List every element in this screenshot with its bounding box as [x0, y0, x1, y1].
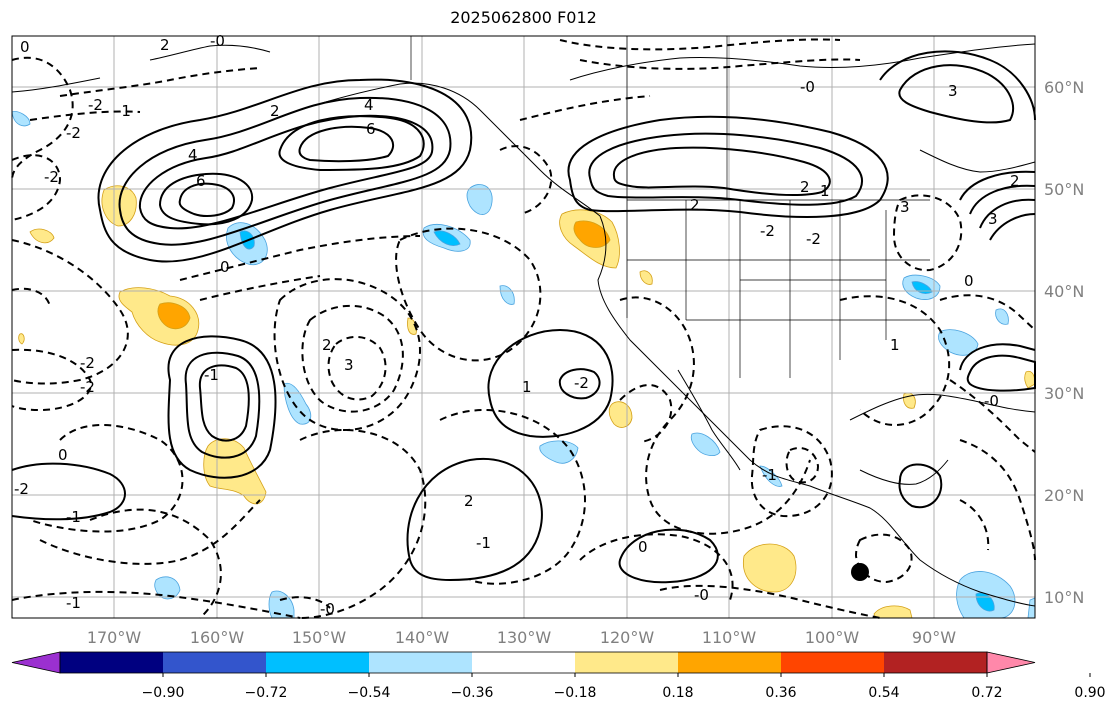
contour-label: 2 [800, 178, 810, 196]
contour-label: 3 [988, 210, 998, 228]
lat-label: 10°N [1044, 588, 1084, 607]
lat-label: 40°N [1044, 282, 1084, 301]
contour-label: 0 [638, 538, 648, 556]
contour-label: -0 [800, 78, 815, 96]
contour-label: 4 [364, 96, 374, 114]
contour-label: 3 [900, 198, 910, 216]
colorbar-tick-label: 0.90 [1074, 685, 1105, 701]
colorbar-tick-label: −0.90 [142, 685, 185, 701]
contour-label: -2 [806, 230, 821, 248]
colorbar: −0.90 −0.72 −0.54 −0.36 −0.18 0.18 0.36 0.54 0.7… [11, 651, 1105, 701]
contour-label: 2 [690, 196, 700, 214]
station-marker [851, 563, 869, 581]
longitude-labels: 170°W 160°W 150°W 140°W 130°W 120°W 110°… [87, 628, 956, 647]
lat-label: 20°N [1044, 486, 1084, 505]
contour-label: -1 [66, 594, 81, 612]
contour-label: 2 [322, 336, 332, 354]
lat-label: 30°N [1044, 384, 1084, 403]
positive-contours [11, 50, 1036, 584]
colorbar-tick-label: 0.18 [662, 685, 693, 701]
contour-label: -1 [116, 102, 131, 120]
lon-label: 160°W [190, 628, 245, 647]
lon-label: 120°W [600, 628, 655, 647]
contour-label: 0 [220, 258, 230, 276]
contour-label: -2 [760, 222, 775, 240]
lon-label: 140°W [395, 628, 450, 647]
colorbar-tick-label: −0.18 [554, 685, 597, 701]
colorbar-segment [575, 652, 679, 673]
colorbar-segment [781, 652, 885, 673]
contour-label: -2 [80, 354, 95, 372]
plot-title: 2025062800 F012 [450, 8, 597, 27]
contour-label: 1 [820, 182, 830, 200]
colorbar-segment [472, 652, 576, 673]
colorbar-segment [266, 652, 370, 673]
lon-label: 130°W [497, 628, 552, 647]
colorbar-tick-label: −0.72 [245, 685, 288, 701]
contour-label: 3 [948, 82, 958, 100]
contour-label: -2 [80, 378, 95, 396]
contour-label: 1 [522, 378, 532, 396]
contour-label: 6 [366, 120, 376, 138]
colorbar-max-extend [986, 651, 1036, 674]
contour-label: -1 [762, 466, 777, 484]
contour-label: 2 [1010, 172, 1020, 190]
colorbar-segment [678, 652, 782, 673]
lon-label: 110°W [702, 628, 757, 647]
contour-label: -2 [44, 168, 59, 186]
colorbar-tick-label: −0.54 [348, 685, 391, 701]
lon-label: 150°W [292, 628, 347, 647]
contour-label: -0 [984, 392, 999, 410]
colorbar-tick-label: 0.54 [868, 685, 899, 701]
contour-label: -1 [476, 534, 491, 552]
contour-label: 1 [890, 336, 900, 354]
graticule [12, 36, 1035, 618]
contour-label: 0 [20, 38, 30, 56]
contour-label: 2 [270, 102, 280, 120]
lat-label: 50°N [1044, 180, 1084, 199]
positive-anomaly-patches [18, 185, 1036, 619]
contour-label: 4 [188, 146, 198, 164]
colorbar-segment [369, 652, 473, 673]
contour-label: -2 [88, 96, 103, 114]
colorbar-tick-label: 0.36 [765, 685, 796, 701]
contour-label: -2 [66, 124, 81, 142]
colorbar-tick-label: −0.36 [451, 685, 494, 701]
contour-label: -0 [210, 32, 225, 50]
contour-label: 3 [344, 356, 354, 374]
colorbar-segment [884, 652, 988, 673]
contour-label: -2 [14, 480, 29, 498]
colorbar-segment [60, 652, 164, 673]
contour-label: -2 [574, 374, 589, 392]
contour-label: 6 [196, 172, 206, 190]
colorbar-outline [59, 651, 988, 674]
map-frame [11, 35, 1036, 619]
contour-label: 0 [58, 446, 68, 464]
latitude-labels: 60°N 50°N 40°N 30°N 20°N 10°N [1044, 78, 1084, 607]
contour-label: -1 [204, 366, 219, 384]
negative-contours [11, 38, 1036, 619]
lon-label: 100°W [805, 628, 860, 647]
colorbar-min-extend [11, 651, 61, 674]
contour-label: -0 [694, 586, 709, 604]
lat-label: 60°N [1044, 78, 1084, 97]
colorbar-segment [163, 652, 267, 673]
lon-label: 90°W [912, 628, 956, 647]
contour-label: -0 [320, 600, 335, 618]
contour-label: 0 [964, 272, 974, 290]
contour-label: 2 [160, 36, 170, 54]
contour-label: 2 [464, 492, 474, 510]
lon-label: 170°W [87, 628, 142, 647]
contour-label: -1 [66, 508, 81, 526]
colorbar-tick-label: 0.72 [971, 685, 1002, 701]
